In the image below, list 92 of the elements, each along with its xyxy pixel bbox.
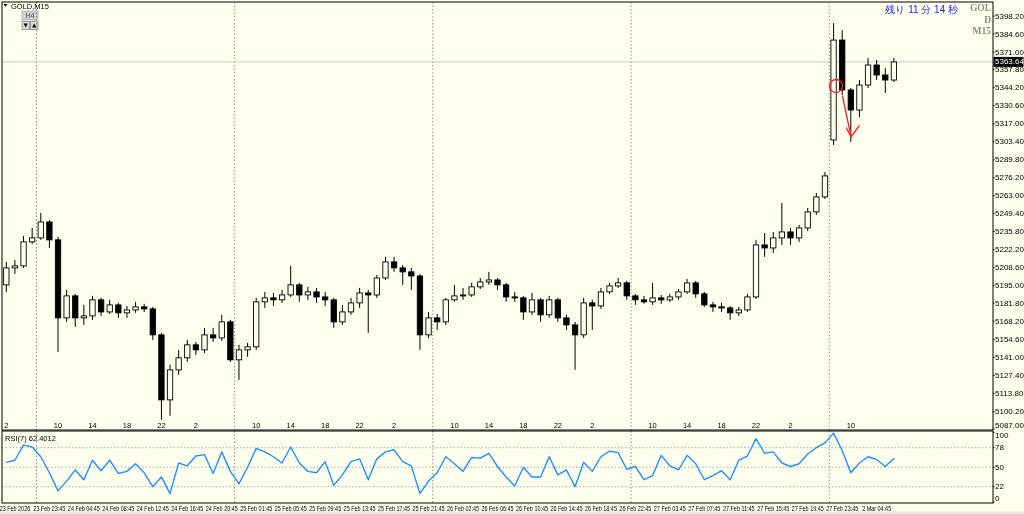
candlestick xyxy=(123,305,131,319)
candlestick xyxy=(520,295,527,321)
candlestick xyxy=(97,297,105,317)
candlestick xyxy=(890,57,898,83)
y-tick-label: 5154.60 xyxy=(995,334,1024,344)
annotation: 残り 11 分 14 秒 xyxy=(885,4,958,15)
y-tick-label: 5384.60 xyxy=(995,29,1024,39)
candlestick xyxy=(589,299,596,331)
y-tick-label: 5330.60 xyxy=(995,101,1024,111)
candlestick xyxy=(46,219,53,249)
y-tick-label: 22 xyxy=(995,482,1005,492)
candlestick xyxy=(804,207,811,232)
candlestick xyxy=(80,304,87,326)
candlestick xyxy=(365,289,372,334)
candlestick xyxy=(278,289,286,304)
candlestick xyxy=(528,292,536,316)
y-tick-label: 100 xyxy=(995,431,1009,440)
annotation: D xyxy=(984,14,992,25)
candlestick xyxy=(287,265,294,298)
y-tick-label: 0 xyxy=(995,494,1000,503)
y-tick-label: 5344.20 xyxy=(995,83,1024,93)
candlestick xyxy=(571,321,579,371)
candlestick xyxy=(399,264,406,286)
candlestick xyxy=(882,67,889,94)
candlestick xyxy=(184,339,191,363)
candlestick xyxy=(873,59,880,81)
y-tick-label: 5263.00 xyxy=(995,190,1024,200)
y-tick-label: 50 xyxy=(995,462,1005,472)
candlestick xyxy=(425,311,432,339)
y-tick-label: 5222.20 xyxy=(995,245,1024,255)
candlestick xyxy=(296,282,303,303)
candlestick xyxy=(210,327,217,343)
candlestick xyxy=(175,349,182,376)
candlestick xyxy=(778,202,785,246)
candlestick xyxy=(709,301,717,313)
y-tick-label: 5235.80 xyxy=(995,227,1024,237)
candlestick xyxy=(72,293,79,328)
candlestick xyxy=(597,287,605,310)
candlestick xyxy=(373,274,380,299)
candlestick xyxy=(339,304,346,326)
candlestick xyxy=(235,344,243,381)
candlestick xyxy=(218,314,225,342)
candlestick xyxy=(356,287,363,309)
y-tick-label: 5100.20 xyxy=(995,406,1024,416)
candlestick xyxy=(744,293,751,313)
candlestick xyxy=(304,286,312,301)
candlestick xyxy=(821,171,829,200)
candlestick xyxy=(63,289,70,323)
candlestick xyxy=(382,256,389,281)
y-tick-label: 5303.40 xyxy=(995,137,1024,147)
y-tick-label: 78 xyxy=(995,443,1005,453)
y-tick-label: 5113.80 xyxy=(995,388,1024,398)
candlestick xyxy=(37,212,44,241)
y-tick-label: 5195.00 xyxy=(995,281,1024,291)
candlestick xyxy=(813,192,820,216)
candlestick xyxy=(554,297,561,323)
y-tick-label: 5317.00 xyxy=(995,119,1024,129)
candlestick xyxy=(649,282,656,306)
y-tick-label: 5208.60 xyxy=(995,263,1024,273)
y-tick-label: 5249.40 xyxy=(995,208,1024,218)
candlestick xyxy=(11,259,19,275)
y-tick-label: 5357.80 xyxy=(995,65,1024,75)
candlestick xyxy=(485,271,492,286)
candlestick xyxy=(640,295,648,305)
candlestick xyxy=(408,267,415,291)
candlestick xyxy=(503,282,510,303)
y-tick-label: 5289.80 xyxy=(995,155,1024,165)
line-series xyxy=(5,432,895,495)
candlestick xyxy=(459,287,467,301)
annotation: GOL xyxy=(969,3,991,13)
candlestick xyxy=(546,295,553,319)
candlestick xyxy=(761,232,768,258)
candlestick xyxy=(623,280,630,301)
y-tick-label: 5087.00 xyxy=(995,421,1024,430)
y-tick-label: 5181.80 xyxy=(995,298,1024,308)
candlestick xyxy=(330,297,337,329)
candlestick xyxy=(390,256,398,273)
candlestick xyxy=(442,297,449,326)
y-tick-label: 5398.20 xyxy=(995,11,1024,21)
candlestick xyxy=(770,231,777,254)
y-tick-label: 5127.40 xyxy=(995,370,1024,380)
y-tick-label: 5141.00 xyxy=(995,352,1024,362)
candlestick xyxy=(89,295,96,321)
candlestick xyxy=(192,341,200,356)
y-tick-label: 5168.20 xyxy=(995,316,1024,326)
annotation: M15 xyxy=(972,26,992,36)
y-tick-label: 5276.20 xyxy=(995,173,1024,183)
candlestick xyxy=(537,297,544,323)
candlestick xyxy=(201,327,208,354)
candlestick xyxy=(864,57,872,89)
y-tick-label: 5371.00 xyxy=(995,47,1024,57)
candlestick xyxy=(615,277,622,289)
